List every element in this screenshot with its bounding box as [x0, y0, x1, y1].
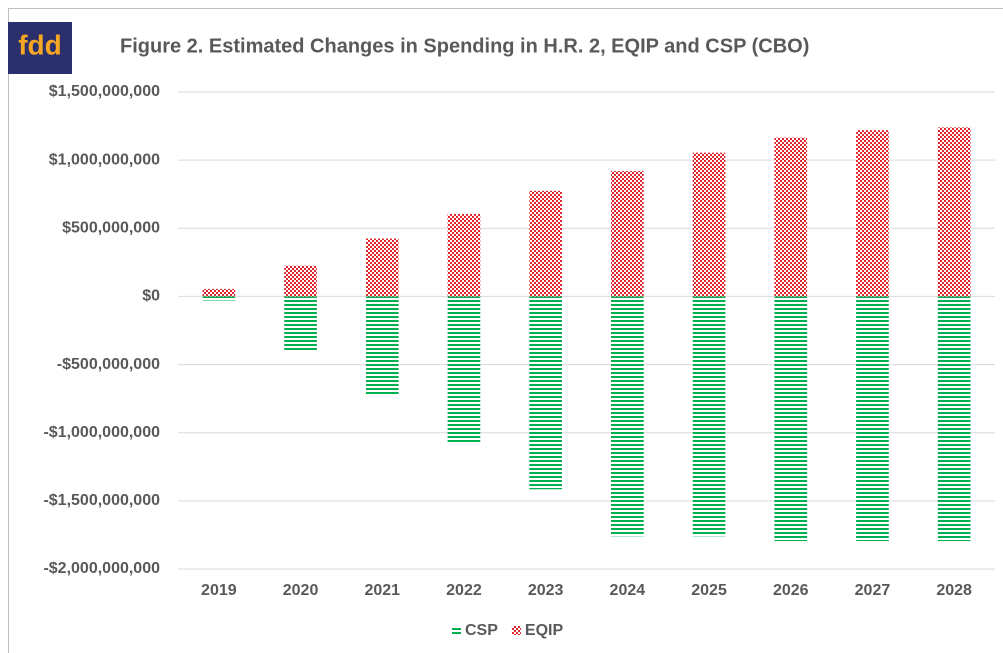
legend-swatch: [511, 626, 521, 635]
bar: [365, 238, 399, 297]
y-tick-label: -$500,000,000: [57, 356, 160, 373]
bar: [611, 296, 644, 537]
y-tick-label: $500,000,000: [62, 220, 160, 237]
bar: [529, 296, 562, 490]
bar: [284, 296, 317, 351]
y-tick-label: -$1,000,000,000: [43, 424, 160, 441]
bar: [937, 296, 971, 542]
bar: [611, 171, 644, 297]
chart-title: Figure 2. Estimated Changes in Spending …: [120, 35, 809, 57]
bar: [774, 296, 808, 542]
bar: [447, 213, 481, 297]
x-tick-label: 2024: [610, 582, 646, 599]
bar: [447, 296, 481, 443]
x-tick-label: 2019: [201, 582, 237, 599]
x-tick-label: 2025: [691, 582, 727, 599]
x-tick-label: 2028: [936, 582, 972, 599]
bar: [937, 127, 971, 297]
logo-box: [8, 22, 72, 74]
x-tick-label: 2021: [364, 582, 400, 599]
legend-label: CSP: [465, 622, 498, 639]
bar: [774, 137, 808, 297]
bar: [202, 296, 236, 301]
bar: [692, 296, 726, 537]
bar: [692, 152, 726, 297]
x-tick-label: 2020: [283, 582, 319, 599]
y-tick-label: $0: [142, 288, 160, 305]
y-tick-label: $1,500,000,000: [49, 83, 160, 100]
chart-border: [8, 8, 1003, 653]
x-tick-label: 2026: [773, 582, 809, 599]
x-tick-label: 2022: [446, 582, 482, 599]
bar: [365, 296, 399, 395]
y-tick-label: -$1,500,000,000: [43, 492, 160, 509]
y-tick-label: $1,000,000,000: [49, 151, 160, 168]
x-tick-label: 2027: [855, 582, 891, 599]
logo: fdd: [18, 29, 62, 60]
bar: [856, 130, 889, 297]
legend-swatch: [452, 626, 461, 635]
y-tick-label: -$2,000,000,000: [43, 560, 160, 577]
legend-label: EQIP: [525, 622, 564, 639]
bar: [529, 190, 562, 297]
x-tick-label: 2023: [528, 582, 564, 599]
bar: [284, 265, 317, 297]
bar: [202, 288, 236, 297]
bar: [856, 296, 889, 542]
